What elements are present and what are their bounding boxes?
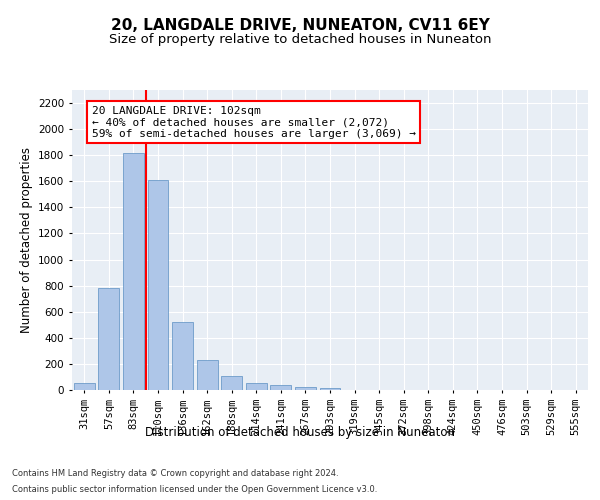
Bar [148,180,169,390]
Y-axis label: Number of detached properties: Number of detached properties [20,147,32,333]
Bar [197,360,218,390]
Text: 20, LANGDALE DRIVE, NUNEATON, CV11 6EY: 20, LANGDALE DRIVE, NUNEATON, CV11 6EY [110,18,490,32]
Text: 20 LANGDALE DRIVE: 102sqm
← 40% of detached houses are smaller (2,072)
59% of se: 20 LANGDALE DRIVE: 102sqm ← 40% of detac… [92,106,416,139]
Bar [320,388,340,390]
Bar [246,383,267,390]
Text: Size of property relative to detached houses in Nuneaton: Size of property relative to detached ho… [109,32,491,46]
Bar [271,386,292,390]
Text: Contains public sector information licensed under the Open Government Licence v3: Contains public sector information licen… [12,485,377,494]
Bar [221,376,242,390]
Bar [74,384,95,390]
Bar [172,322,193,390]
Text: Distribution of detached houses by size in Nuneaton: Distribution of detached houses by size … [145,426,455,439]
Bar [295,388,316,390]
Bar [98,288,119,390]
Text: Contains HM Land Registry data © Crown copyright and database right 2024.: Contains HM Land Registry data © Crown c… [12,468,338,477]
Bar [123,152,144,390]
